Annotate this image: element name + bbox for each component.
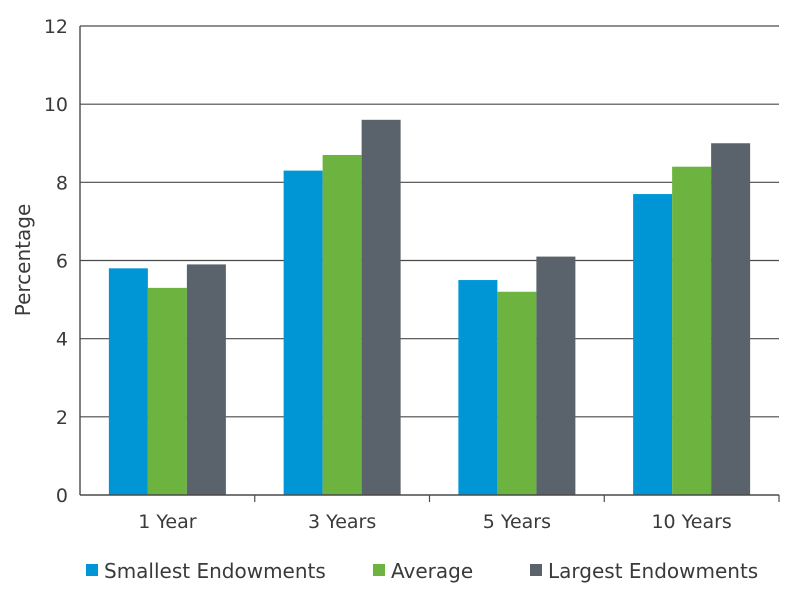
bar-average-1-year <box>147 287 187 495</box>
bar-largest-endowments-1-year <box>186 264 226 495</box>
legend: Smallest Endowments Average Largest Endowm… <box>86 559 758 583</box>
x-tick-label: 1 Year <box>138 511 197 533</box>
bar-smallest-endowments-10-years <box>633 194 673 495</box>
y-tick-label: 12 <box>44 16 68 38</box>
axes <box>79 26 780 502</box>
bar-largest-endowments-3-years <box>361 119 401 496</box>
x-tick-label: 5 Years <box>483 511 551 533</box>
x-tick-label: 10 Years <box>651 511 731 533</box>
y-tick-label: 10 <box>44 94 68 116</box>
bar-average-5-years <box>497 291 537 495</box>
bar-smallest-endowments-1-year <box>108 268 148 495</box>
x-tick-label: 3 Years <box>308 511 376 533</box>
y-tick-labels: 0 2 4 6 8 10 12 <box>44 16 68 507</box>
y-tick-label: 8 <box>56 172 68 194</box>
x-tick-labels: 1 Year 3 Years 5 Years 10 Years <box>138 511 732 533</box>
legend-label: Smallest Endowments <box>104 559 326 583</box>
y-tick-label: 2 <box>56 407 68 429</box>
bar-smallest-endowments-5-years <box>458 280 498 495</box>
bar-smallest-endowments-3-years <box>283 170 323 495</box>
y-axis-title: Percentage <box>11 204 35 317</box>
y-tick-label: 0 <box>56 485 68 507</box>
bar-average-10-years <box>672 166 712 495</box>
bars <box>108 119 751 496</box>
y-tick-label: 4 <box>56 329 68 351</box>
bar-largest-endowments-5-years <box>536 256 576 495</box>
legend-swatch <box>86 564 98 576</box>
legend-label: Largest Endowments <box>548 559 758 583</box>
bar-average-3-years <box>322 154 362 495</box>
legend-swatch <box>530 564 542 576</box>
legend-label: Average <box>391 559 473 583</box>
legend-swatch <box>373 564 385 576</box>
bar-largest-endowments-10-years <box>711 143 751 495</box>
y-tick-label: 6 <box>56 251 68 273</box>
